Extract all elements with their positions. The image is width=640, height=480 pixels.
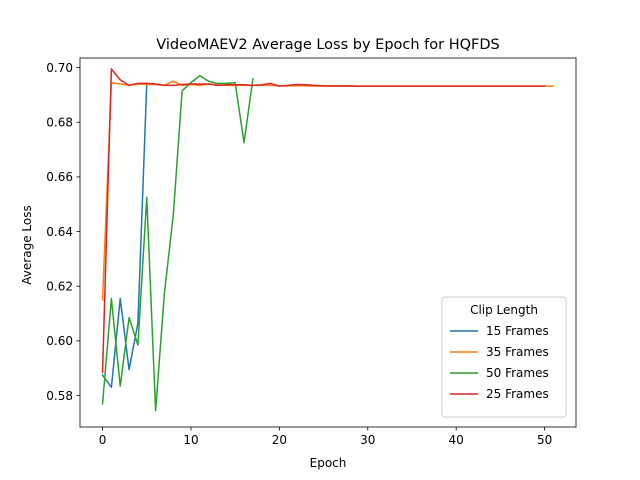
plot-area: [101, 68, 555, 412]
y-tick-label: 0.68: [46, 116, 73, 130]
legend-label: 15 Frames: [486, 324, 549, 338]
y-tick-label: 0.62: [46, 280, 73, 294]
y-tick-label: 0.64: [46, 225, 73, 239]
chart-title: VideoMAEV2 Average Loss by Epoch for HQF…: [156, 37, 500, 53]
series-line-15-frames: [101, 83, 148, 389]
legend-box: [441, 296, 567, 418]
y-tick-label: 0.66: [46, 170, 73, 184]
y-tick-label: 0.58: [46, 389, 73, 403]
legend-title: Clip Length: [470, 303, 538, 317]
x-tick-label: 40: [449, 433, 464, 447]
legend-label: 50 Frames: [486, 366, 549, 380]
x-tick-label: 50: [537, 433, 552, 447]
y-tick-label: 0.70: [46, 61, 73, 75]
legend-label: 25 Frames: [486, 387, 549, 401]
legend: Clip Length 15 Frames 35 Frames 50 Frames 25…: [441, 296, 567, 418]
x-tick-label: 0: [99, 433, 107, 447]
x-axis-title: Epoch: [310, 456, 347, 470]
x-tick-label: 30: [360, 433, 375, 447]
y-axis-title: Average Loss: [20, 205, 34, 284]
legend-label: 35 Frames: [486, 345, 549, 359]
x-tick-label: 20: [272, 433, 287, 447]
y-tick-label: 0.60: [46, 334, 73, 348]
series-line-50-frames: [101, 75, 254, 412]
axes-frame: [79, 57, 577, 428]
axes: 0 10 20 30 40 50 0.58 0.60 0.62 0.64 0.66 0.68 0.70: [46, 57, 577, 447]
x-tick-label: 10: [183, 433, 198, 447]
series-line-25-frames: [101, 68, 546, 374]
